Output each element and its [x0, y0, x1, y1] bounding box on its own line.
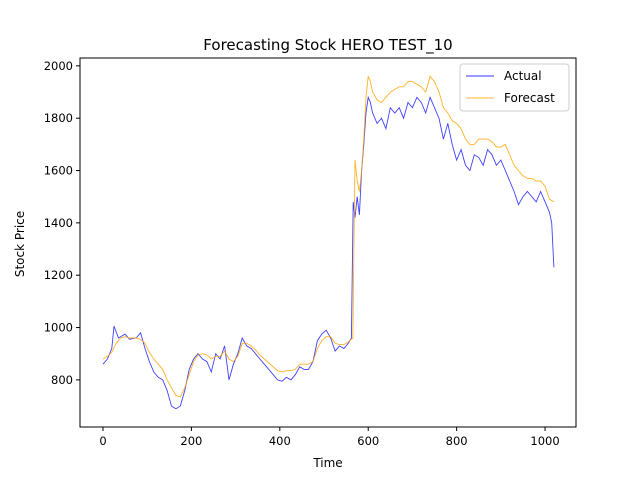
series-line-forecast: [102, 75, 555, 398]
x-tick-label: 800: [446, 434, 468, 448]
x-tick-label: 1000: [530, 434, 559, 448]
chart-title: Forecasting Stock HERO TEST_10: [203, 36, 452, 55]
x-tick-label: 0: [99, 434, 106, 448]
y-tick-label: 1600: [44, 164, 73, 178]
y-axis: 800 1000 1200 1400 1600 1800 2000: [44, 59, 80, 387]
y-axis-label: Stock Price: [13, 211, 27, 277]
plot-area: [79, 57, 577, 428]
legend: Actual Forecast: [459, 63, 570, 112]
legend-label-actual: Actual: [504, 69, 542, 83]
y-tick-label: 2000: [44, 59, 73, 73]
x-tick-label: 400: [269, 434, 291, 448]
y-tick-label: 1800: [44, 111, 73, 125]
x-tick-label: 200: [180, 434, 202, 448]
y-tick-label: 1200: [44, 268, 73, 282]
y-tick-label: 1400: [44, 216, 73, 230]
x-tick-label: 600: [357, 434, 379, 448]
x-axis: 0 200 400 600 800 1000: [99, 427, 560, 448]
series-line-actual: [102, 95, 555, 410]
y-tick-label: 1000: [44, 321, 73, 335]
x-axis-label: Time: [312, 456, 342, 470]
plot-frame: [79, 57, 577, 428]
y-tick-label: 800: [51, 373, 73, 387]
legend-label-forecast: Forecast: [504, 91, 555, 105]
